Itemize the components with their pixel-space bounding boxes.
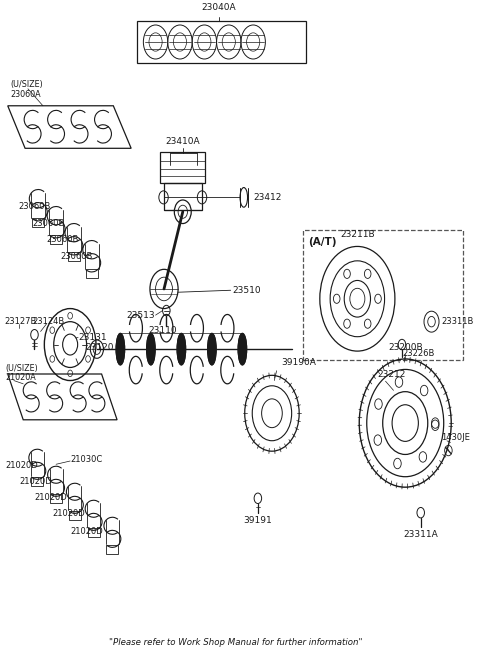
Bar (164, 183, 202, 211)
Text: 23131: 23131 (78, 333, 107, 342)
Text: 23120: 23120 (85, 343, 114, 352)
Ellipse shape (238, 333, 247, 365)
Text: 23226B: 23226B (402, 349, 434, 358)
Text: 23060B: 23060B (61, 252, 93, 260)
Text: 39191: 39191 (243, 516, 272, 525)
Text: 21020D: 21020D (70, 527, 103, 535)
Bar (68, 253, 80, 262)
Text: 23211B: 23211B (340, 230, 375, 239)
Bar (50, 236, 62, 245)
Ellipse shape (177, 333, 186, 365)
Text: 23040A: 23040A (202, 3, 236, 12)
Text: 23510: 23510 (232, 286, 261, 295)
Text: 23200B: 23200B (388, 343, 422, 352)
Ellipse shape (116, 333, 125, 365)
Text: 23311B: 23311B (441, 317, 473, 326)
Bar (69, 512, 81, 520)
Text: 1430JE: 1430JE (441, 433, 470, 442)
Text: 23060B: 23060B (33, 219, 65, 228)
Bar (85, 270, 98, 279)
Bar (50, 495, 62, 503)
Text: 21020A: 21020A (5, 373, 36, 382)
Bar (87, 528, 100, 537)
Bar (137, 21, 306, 63)
Text: 21030C: 21030C (70, 455, 102, 464)
Text: (U/SIZE): (U/SIZE) (10, 80, 43, 89)
Text: 23212: 23212 (377, 369, 406, 379)
Text: 23410A: 23410A (166, 137, 200, 146)
Text: "Please refer to Work Shop Manual for further information": "Please refer to Work Shop Manual for fu… (108, 638, 362, 647)
Text: 23127B: 23127B (4, 317, 37, 326)
Text: 23311A: 23311A (403, 529, 438, 539)
Text: (A/T): (A/T) (308, 237, 336, 247)
Text: 23060B: 23060B (47, 235, 79, 244)
Bar (160, 152, 205, 183)
Bar (32, 218, 44, 228)
Text: 21020D: 21020D (20, 477, 52, 486)
Text: 23412: 23412 (253, 193, 282, 202)
Text: 23124B: 23124B (33, 317, 65, 326)
Bar (31, 478, 43, 486)
Text: 23060B: 23060B (19, 202, 51, 211)
Text: 23513: 23513 (126, 311, 155, 319)
Text: (U/SIZE): (U/SIZE) (5, 364, 38, 373)
Ellipse shape (208, 333, 216, 365)
Bar (106, 545, 119, 554)
Text: 21020D: 21020D (5, 461, 38, 470)
Ellipse shape (147, 333, 155, 365)
FancyBboxPatch shape (303, 230, 463, 359)
Text: 23110: 23110 (148, 326, 177, 335)
Text: 21020D: 21020D (52, 510, 85, 518)
Text: 21020D: 21020D (35, 493, 67, 502)
Text: 39190A: 39190A (281, 358, 316, 367)
Text: 23060A: 23060A (10, 89, 41, 98)
